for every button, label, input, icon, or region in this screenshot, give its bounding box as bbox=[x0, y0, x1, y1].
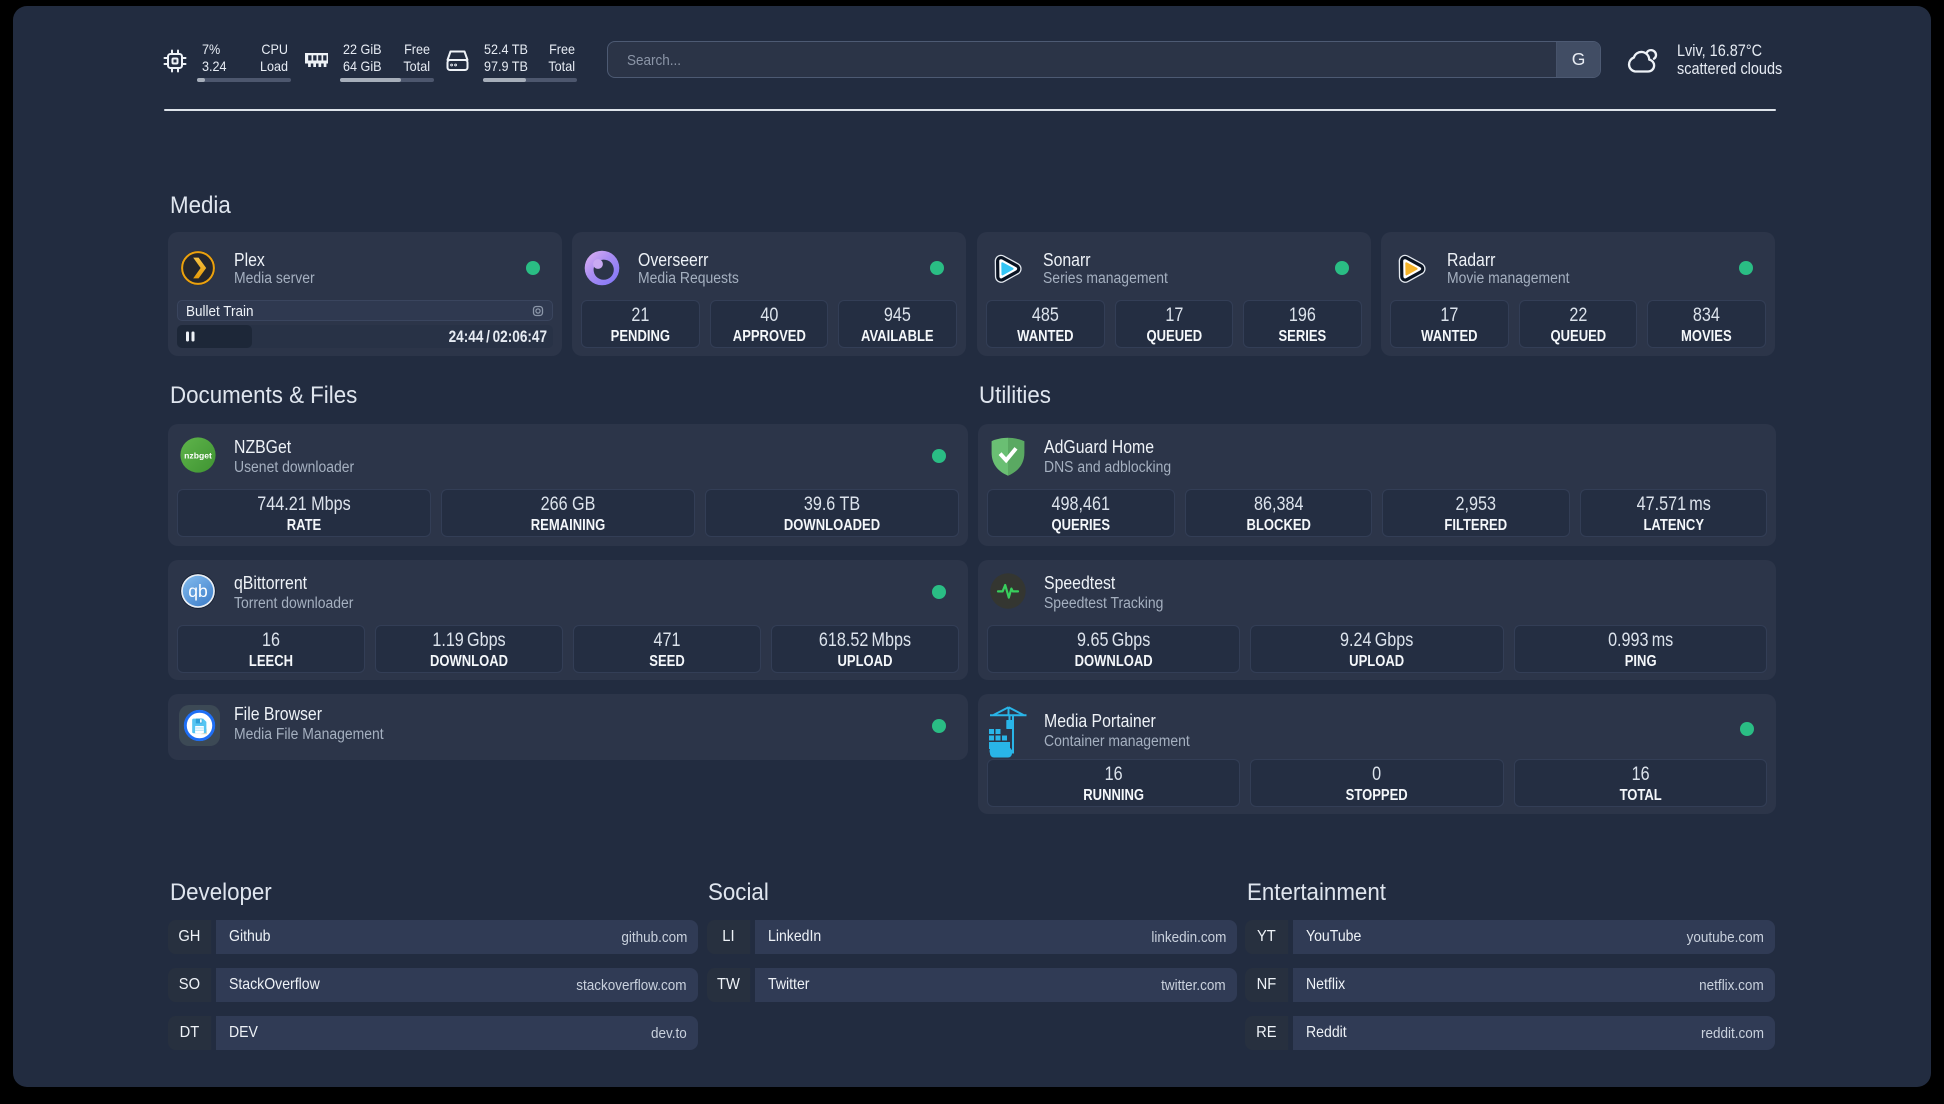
svg-text:qb: qb bbox=[188, 581, 207, 601]
svg-text:nzbget: nzbget bbox=[184, 450, 212, 460]
